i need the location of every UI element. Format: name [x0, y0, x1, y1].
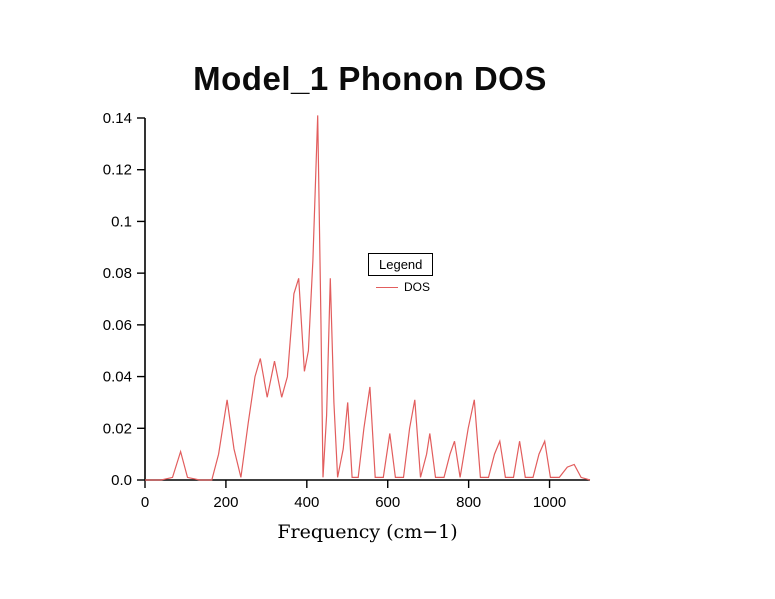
legend-entry-label: DOS [404, 280, 431, 294]
x-axis-label: Frequency (cm−1) [277, 521, 458, 543]
y-tick-label: 0.02 [103, 420, 132, 437]
y-tick-label: 0.06 [103, 317, 132, 334]
y-tick-label: 0.1 [111, 213, 132, 230]
legend-entry: DOS [376, 280, 433, 294]
dos-line [145, 115, 591, 481]
legend-title: Legend [368, 253, 434, 276]
legend-line-swatch [376, 286, 398, 288]
y-tick-label: 0.0 [111, 472, 132, 489]
x-tick-label: 600 [375, 494, 400, 511]
y-tick-label: 0.12 [103, 162, 132, 179]
legend: Legend DOS [368, 253, 434, 294]
y-tick-label: 0.08 [103, 265, 132, 282]
y-tick-label: 0.14 [103, 110, 132, 127]
x-tick-label: 800 [456, 494, 481, 511]
y-tick-label: 0.04 [103, 369, 132, 386]
chart-title: Model_1 Phonon DOS [193, 60, 547, 97]
x-tick-label: 400 [294, 494, 319, 511]
x-tick-label: 1000 [533, 494, 566, 511]
x-tick-label: 0 [141, 494, 149, 511]
x-tick-label: 200 [213, 494, 238, 511]
